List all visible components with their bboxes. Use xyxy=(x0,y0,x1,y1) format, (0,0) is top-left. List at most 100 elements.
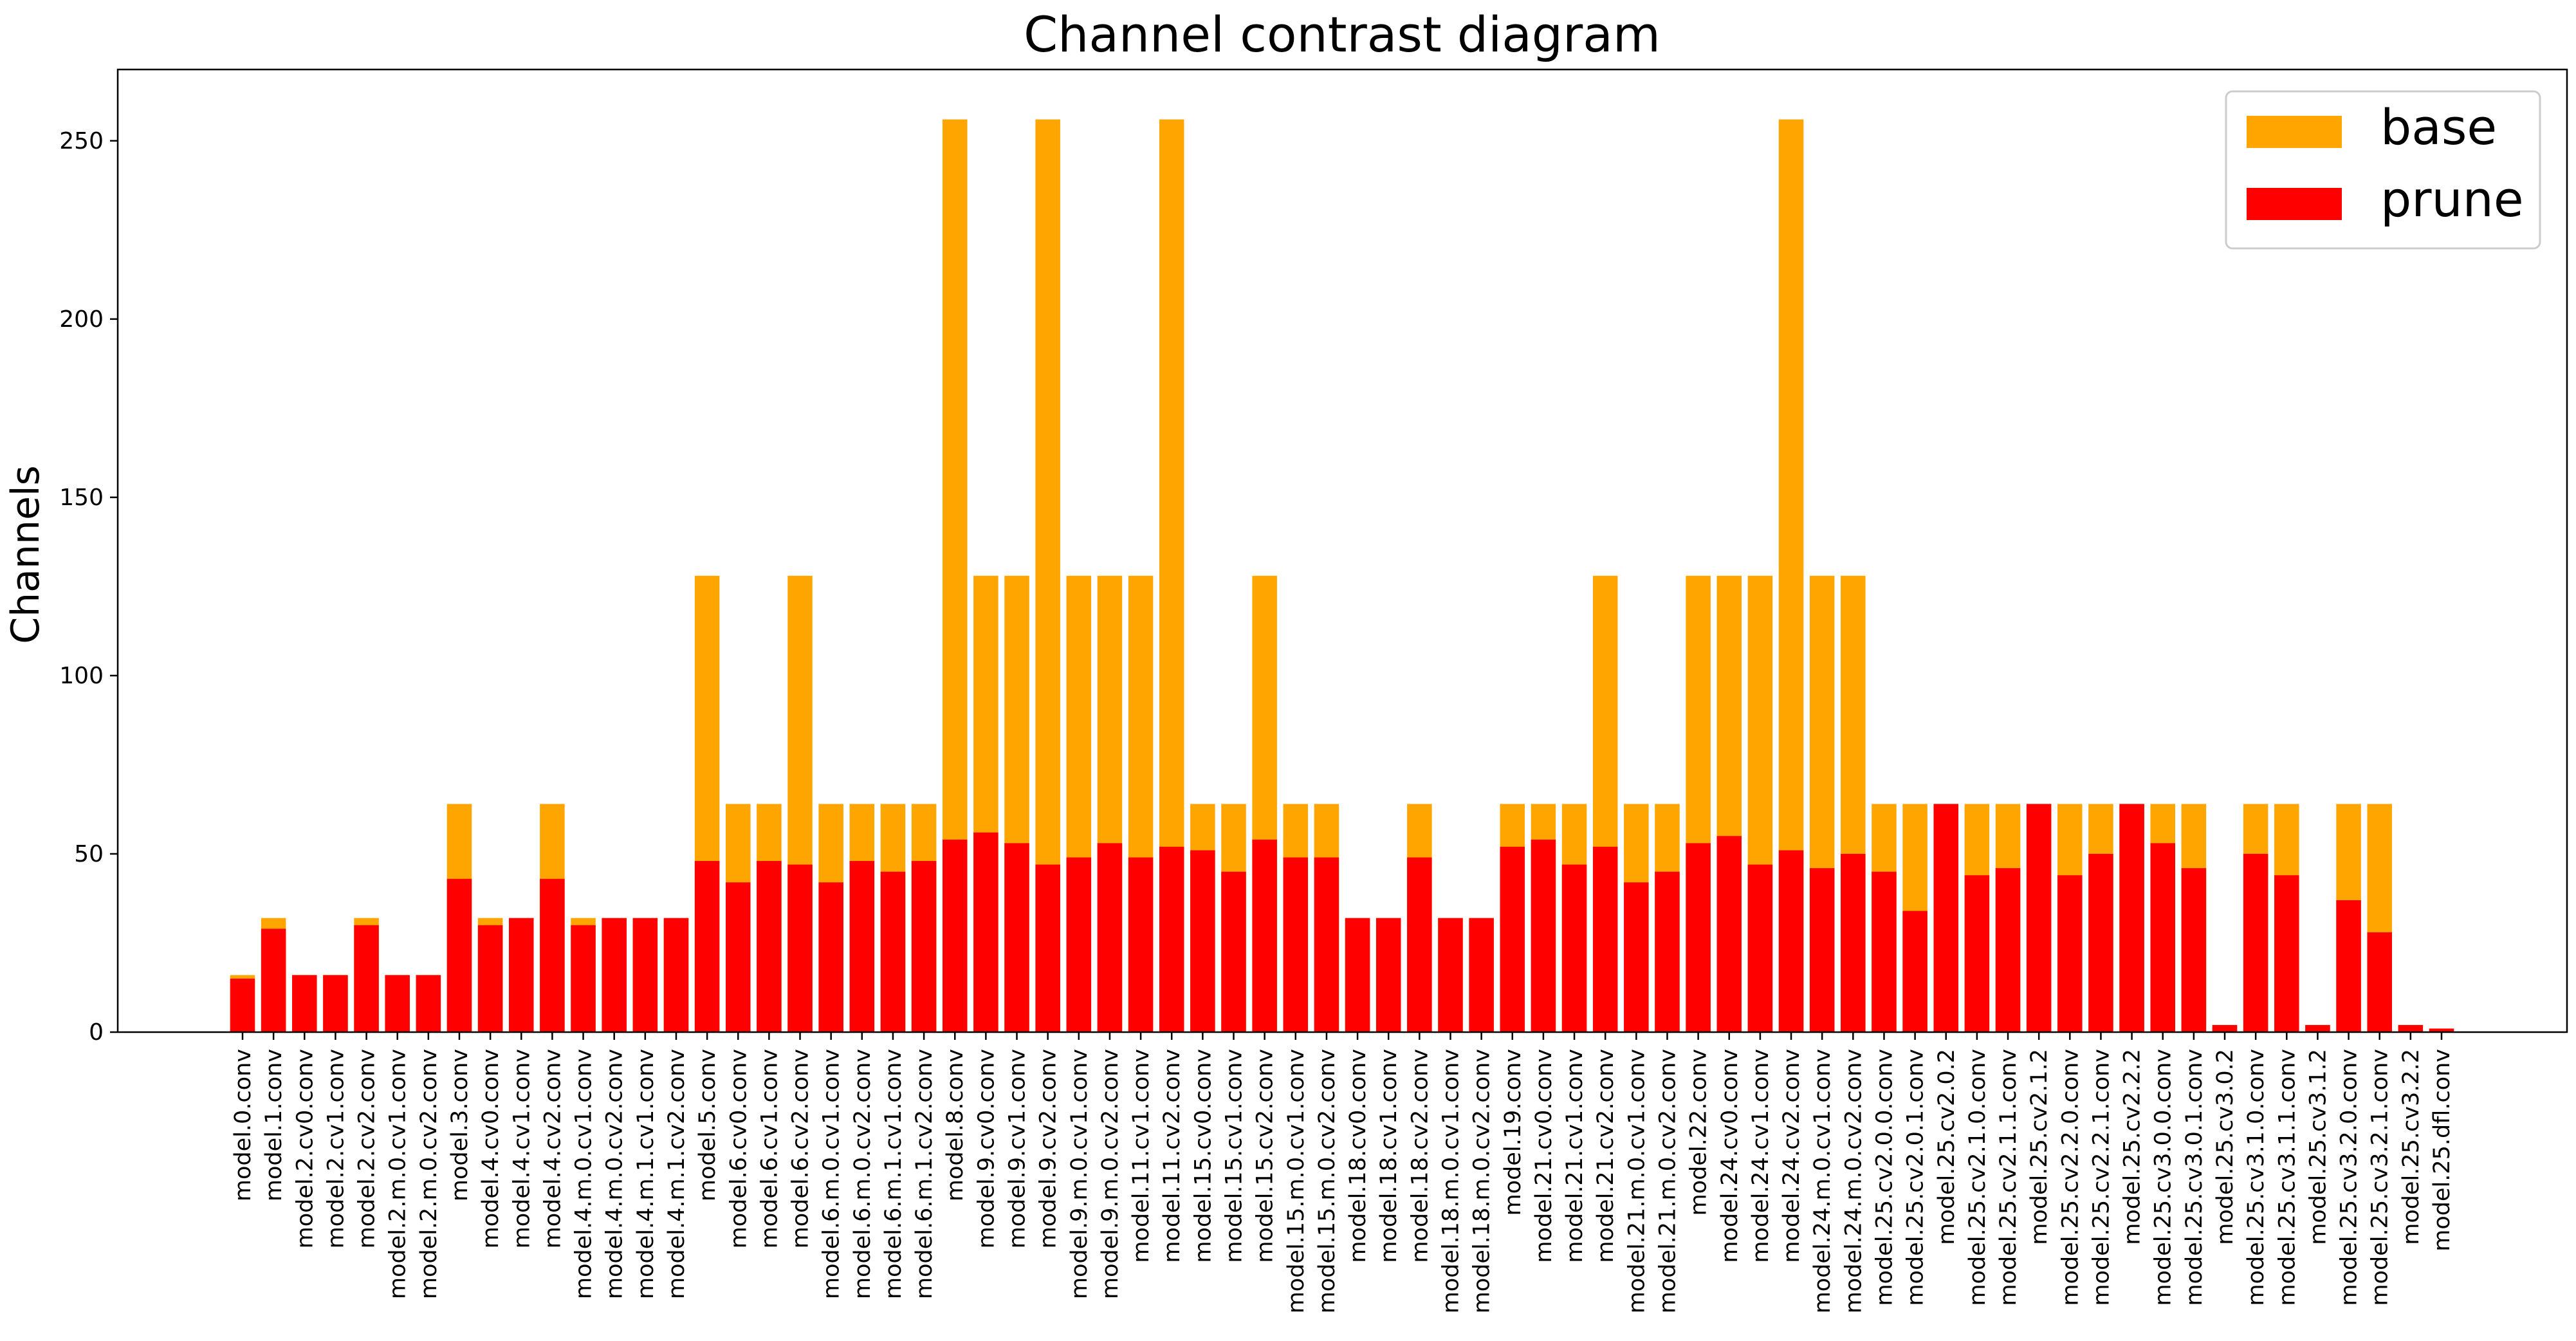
bar-prune-37 xyxy=(1375,918,1401,1032)
y-tick-label-1: 50 xyxy=(74,841,104,867)
y-tick-label-0: 0 xyxy=(89,1019,104,1046)
bar-prune-2 xyxy=(292,975,317,1032)
bar-prune-34 xyxy=(1283,857,1309,1032)
x-tick-label-7: model.3.conv xyxy=(447,1049,473,1201)
bar-prune-51 xyxy=(1809,868,1835,1032)
bar-prune-48 xyxy=(1716,836,1742,1032)
bar-prune-31 xyxy=(1190,850,1215,1032)
bar-prune-35 xyxy=(1314,857,1339,1032)
x-tick-label-29: model.11.cv1.conv xyxy=(1128,1049,1154,1263)
x-tick-label-18: model.6.cv2.conv xyxy=(788,1049,814,1248)
x-tick-label-47: model.22.conv xyxy=(1686,1049,1712,1216)
x-tick-label-32: model.15.cv1.conv xyxy=(1222,1049,1247,1263)
bar-prune-57 xyxy=(1995,868,2021,1032)
bar-prune-29 xyxy=(1128,857,1154,1032)
x-tick-label-4: model.2.cv2.conv xyxy=(354,1049,380,1248)
x-tick-label-63: model.25.cv3.0.1.conv xyxy=(2182,1049,2207,1306)
x-tick-label-19: model.6.m.0.cv1.conv xyxy=(819,1049,845,1299)
bar-prune-56 xyxy=(1964,875,1990,1032)
bar-prune-28 xyxy=(1097,843,1123,1032)
x-tick-label-54: model.25.cv2.0.1.conv xyxy=(1903,1049,1929,1306)
x-tick-label-31: model.15.cv0.conv xyxy=(1190,1049,1216,1263)
bar-prune-54 xyxy=(1902,911,1927,1032)
bar-prune-47 xyxy=(1686,843,1711,1032)
x-tick-label-49: model.24.cv1.conv xyxy=(1748,1049,1774,1263)
x-tick-label-12: model.4.m.0.cv2.conv xyxy=(602,1049,628,1299)
bar-prune-66 xyxy=(2274,875,2299,1032)
bar-prune-61 xyxy=(2119,804,2144,1032)
bar-prune-20 xyxy=(849,861,875,1032)
y-tick-label-3: 150 xyxy=(59,485,104,511)
x-tick-label-25: model.9.cv1.conv xyxy=(1005,1049,1031,1248)
legend-swatch-base xyxy=(2247,116,2342,148)
x-tick-label-57: model.25.cv2.1.1.conv xyxy=(1996,1049,2021,1306)
x-tick-label-67: model.25.cv3.1.2 xyxy=(2305,1049,2331,1245)
legend-label-prune: prune xyxy=(2380,171,2524,228)
bar-prune-43 xyxy=(1561,864,1587,1032)
x-tick-label-27: model.9.m.0.cv1.conv xyxy=(1067,1049,1092,1299)
x-tick-label-61: model.25.cv2.2.2 xyxy=(2120,1049,2146,1245)
bar-prune-45 xyxy=(1624,882,1649,1032)
x-tick-label-2: model.2.cv0.conv xyxy=(292,1049,318,1248)
bar-prune-58 xyxy=(2026,804,2052,1032)
x-tick-label-24: model.9.cv0.conv xyxy=(973,1049,999,1248)
chart-title: Channel contrast diagram xyxy=(1024,6,1661,63)
bar-prune-71 xyxy=(2429,1028,2454,1032)
x-tick-label-33: model.15.cv2.conv xyxy=(1253,1049,1278,1263)
x-tick-label-62: model.25.cv3.0.0.conv xyxy=(2151,1049,2176,1306)
bar-prune-30 xyxy=(1159,846,1184,1032)
series-prune xyxy=(230,804,2454,1032)
x-tick-label-39: model.18.m.0.cv1.conv xyxy=(1438,1049,1464,1313)
bar-prune-10 xyxy=(540,878,565,1032)
bar-prune-24 xyxy=(973,832,998,1032)
x-tick-label-34: model.15.m.0.cv1.conv xyxy=(1283,1049,1309,1313)
x-tick-label-15: model.5.conv xyxy=(695,1049,721,1201)
x-tick-label-66: model.25.cv3.1.1.conv xyxy=(2274,1049,2300,1306)
x-tick-label-71: model.25.dfl.conv xyxy=(2429,1049,2455,1252)
x-tick-label-20: model.6.m.0.cv2.conv xyxy=(850,1049,876,1299)
x-tick-label-43: model.21.cv1.conv xyxy=(1562,1049,1588,1263)
bar-prune-64 xyxy=(2212,1024,2238,1032)
x-tick-label-44: model.21.cv2.conv xyxy=(1593,1049,1619,1263)
bar-prune-8 xyxy=(477,925,503,1032)
y-tick-label-4: 200 xyxy=(59,306,104,333)
y-tick-label-5: 250 xyxy=(59,128,104,154)
x-tick-label-48: model.24.cv0.conv xyxy=(1717,1049,1743,1263)
x-tick-label-36: model.18.cv0.conv xyxy=(1345,1049,1371,1263)
bar-prune-52 xyxy=(1841,853,1866,1032)
bar-prune-67 xyxy=(2305,1024,2330,1032)
x-tick-label-69: model.25.cv3.2.1.conv xyxy=(2368,1049,2393,1306)
x-tick-label-68: model.25.cv3.2.0.conv xyxy=(2337,1049,2362,1306)
bar-prune-63 xyxy=(2181,868,2207,1032)
x-tick-label-28: model.9.m.0.cv2.conv xyxy=(1098,1049,1123,1299)
x-tick-label-42: model.21.cv0.conv xyxy=(1531,1049,1557,1263)
bar-prune-27 xyxy=(1066,857,1092,1032)
bar-prune-38 xyxy=(1407,857,1432,1032)
bar-prune-9 xyxy=(509,918,534,1032)
x-tick-label-70: model.25.cv3.2.2 xyxy=(2398,1049,2424,1245)
bar-prune-6 xyxy=(416,975,441,1032)
x-tick-label-64: model.25.cv3.0.2 xyxy=(2213,1049,2238,1245)
x-tick-label-55: model.25.cv2.0.2 xyxy=(1934,1049,1960,1245)
x-tick-label-53: model.25.cv2.0.0.conv xyxy=(1872,1049,1897,1306)
y-tick-label-2: 100 xyxy=(59,663,104,689)
x-tick-label-23: model.8.conv xyxy=(943,1049,968,1201)
bar-prune-70 xyxy=(2398,1024,2424,1032)
bar-prune-7 xyxy=(446,878,472,1032)
bar-prune-69 xyxy=(2367,932,2392,1032)
bar-prune-33 xyxy=(1252,839,1277,1032)
x-tick-label-17: model.6.cv1.conv xyxy=(757,1049,782,1248)
bar-prune-3 xyxy=(323,975,348,1032)
bar-prune-17 xyxy=(757,861,782,1032)
x-tick-label-14: model.4.m.1.cv2.conv xyxy=(664,1049,690,1299)
bar-prune-42 xyxy=(1531,839,1556,1032)
bar-prune-15 xyxy=(694,861,720,1032)
bar-prune-60 xyxy=(2088,853,2113,1032)
x-tick-label-26: model.9.cv2.conv xyxy=(1036,1049,1062,1248)
x-tick-label-11: model.4.m.0.cv1.conv xyxy=(571,1049,597,1299)
bar-prune-65 xyxy=(2243,853,2268,1032)
x-tick-label-38: model.18.cv2.conv xyxy=(1407,1049,1433,1263)
y-axis-label: Channels xyxy=(3,465,48,644)
bar-prune-16 xyxy=(726,882,751,1032)
